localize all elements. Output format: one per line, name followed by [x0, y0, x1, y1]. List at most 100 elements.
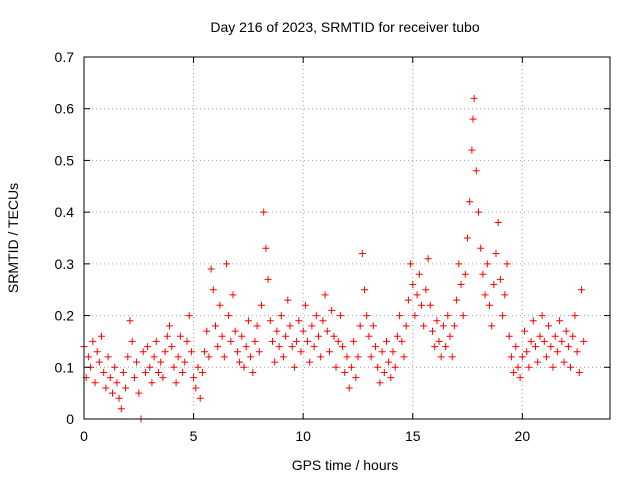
data-point [192, 384, 200, 392]
data-point [227, 337, 235, 345]
data-point [203, 327, 211, 335]
data-point [187, 348, 195, 356]
data-point [435, 337, 443, 345]
data-point [345, 384, 353, 392]
data-point [532, 343, 539, 351]
data-point [334, 337, 342, 345]
data-point [98, 332, 105, 340]
data-point [115, 394, 123, 402]
data-point [361, 286, 368, 294]
data-point [402, 322, 410, 330]
data-point [244, 317, 252, 325]
data-point [490, 281, 498, 288]
data-point [542, 353, 550, 361]
data-point [429, 327, 436, 335]
data-point [326, 348, 333, 356]
data-point [580, 337, 588, 345]
data-point [172, 379, 180, 387]
data-point [422, 286, 430, 294]
data-point [225, 312, 233, 320]
data-point [185, 312, 193, 320]
data-point [315, 332, 322, 340]
data-point [481, 291, 489, 299]
data-point [124, 353, 132, 361]
data-point [207, 265, 215, 273]
data-point [262, 244, 270, 252]
data-point [214, 343, 222, 351]
data-point [148, 379, 156, 387]
data-point [354, 353, 362, 361]
data-point [271, 358, 279, 366]
data-point [166, 322, 173, 330]
y-tick-label: 0 [66, 411, 74, 427]
data-point [141, 369, 149, 376]
data-point [558, 337, 566, 345]
data-point [181, 358, 189, 366]
data-point [293, 337, 301, 345]
data-point [466, 198, 474, 206]
data-point [233, 348, 241, 356]
data-point [396, 312, 404, 320]
data-point [374, 363, 382, 371]
data-point [284, 296, 292, 304]
y-tick-label: 0.4 [55, 204, 75, 220]
data-point [385, 358, 393, 366]
data-point [321, 291, 329, 299]
data-point [367, 353, 375, 361]
data-point [516, 374, 524, 382]
data-point [343, 353, 351, 361]
plot-frame [83, 56, 611, 420]
data-point [240, 363, 248, 371]
data-point [183, 337, 191, 345]
data-point [534, 358, 542, 366]
data-point [437, 353, 445, 361]
data-point [376, 379, 384, 387]
data-point [201, 348, 208, 356]
data-point [220, 353, 228, 361]
data-point [453, 296, 461, 304]
x-tick-label: 20 [515, 428, 531, 444]
data-point [297, 348, 305, 356]
data-point [135, 389, 143, 397]
data-point [411, 312, 419, 320]
data-point [545, 322, 553, 330]
data-point [499, 312, 507, 320]
y-axis-label: SRMTID / TECUs [5, 183, 21, 293]
data-point [448, 353, 456, 361]
data-point [567, 363, 574, 371]
data-point [155, 369, 162, 376]
data-point [194, 363, 202, 371]
data-point [304, 337, 311, 345]
data-point [433, 317, 441, 325]
y-tick-label: 0.3 [55, 256, 75, 272]
data-point [323, 327, 331, 335]
data-point [102, 384, 110, 392]
data-point [551, 332, 559, 340]
data-point [439, 322, 447, 330]
data-point [330, 332, 338, 340]
data-point [407, 260, 415, 268]
data-point [176, 332, 184, 340]
data-point [144, 343, 152, 351]
data-point [372, 343, 379, 351]
data-point [336, 312, 344, 320]
x-tick-label: 0 [80, 428, 88, 444]
data-point [238, 332, 246, 340]
data-point [130, 374, 138, 382]
data-point [89, 337, 97, 345]
data-point [190, 374, 198, 382]
data-point [464, 234, 471, 242]
data-point [255, 348, 263, 356]
data-point [106, 374, 114, 382]
data-point [253, 322, 261, 330]
data-point [126, 317, 134, 325]
data-point [358, 250, 366, 257]
data-point [510, 369, 518, 376]
data-point [157, 358, 165, 366]
data-point [264, 275, 272, 283]
data-point [564, 343, 572, 351]
data-point [212, 322, 219, 330]
data-point [216, 301, 224, 309]
y-tick-label: 0.7 [55, 49, 75, 65]
